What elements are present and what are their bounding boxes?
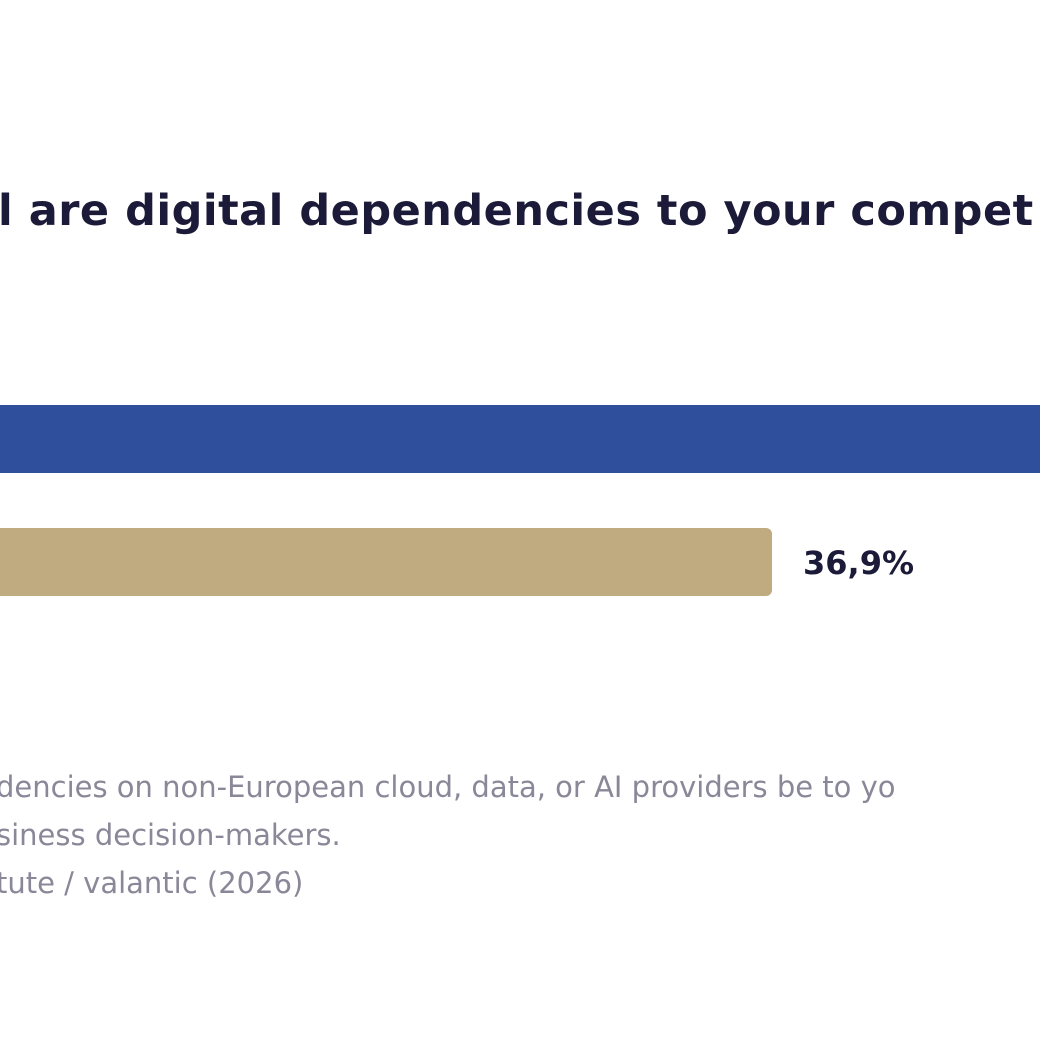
chart-title: l are digital dependencies to your compe…: [0, 186, 1034, 236]
footnote-question: dencies on non-European cloud, data, or …: [0, 770, 896, 804]
footnote-sample: siness decision-makers.: [0, 818, 341, 852]
data-label-1: 36,9%: [803, 544, 914, 582]
bar-1: [0, 528, 772, 596]
footnote-source: tute / valantic (2026): [0, 866, 304, 900]
bar-0: [0, 405, 1040, 473]
